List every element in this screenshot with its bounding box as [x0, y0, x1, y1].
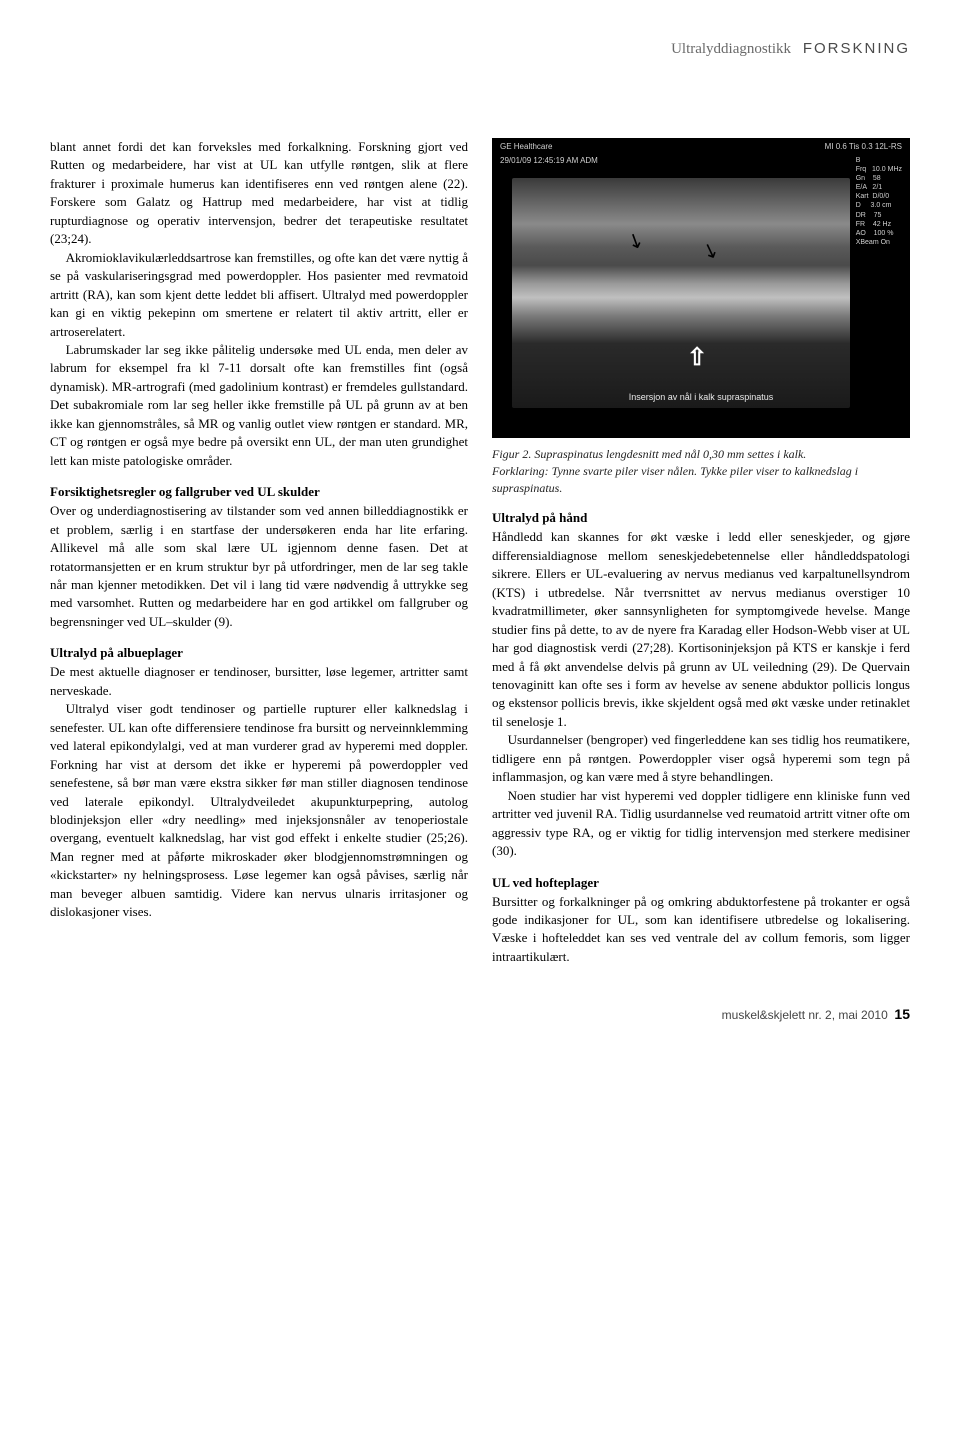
device-label: GE Healthcare — [500, 142, 552, 151]
figure-caption-lead: Figur 2. Supraspinatus lengdesnitt med n… — [492, 447, 806, 461]
page-container: Ultralyddiagnostikk FORSKNING blant anne… — [0, 0, 960, 1052]
right-column: GE Healthcare MI 0.6 Tis 0.3 12L-RS 29/0… — [492, 138, 910, 966]
body-paragraph: Noen studier har vist hyperemi ved doppl… — [492, 787, 910, 861]
subheading: UL ved hofteplager — [492, 875, 910, 891]
figure-caption-body: Forklaring: Tynne svarte piler viser nål… — [492, 464, 858, 495]
subheading: Forsiktighetsregler og fallgruber ved UL… — [50, 484, 468, 500]
ultrasound-caption-inline: Insersjon av nål i kalk supraspinatus — [629, 392, 774, 402]
datetime-label: 29/01/09 12:45:19 AM ADM — [500, 156, 598, 165]
subheading: Ultralyd på hånd — [492, 510, 910, 526]
mode-label: MI 0.6 Tis 0.3 12L-RS — [825, 142, 902, 151]
subheading: Ultralyd på albueplager — [50, 645, 468, 661]
scan-parameters: B Frq 10.0 MHz Gn 58 E/A 2/1 Kart D/0/0 … — [856, 156, 902, 247]
figure-caption: Figur 2. Supraspinatus lengdesnitt med n… — [492, 446, 910, 496]
ultrasound-scan-area — [512, 178, 850, 408]
body-paragraph: Labrumskader lar seg ikke pålitelig unde… — [50, 341, 468, 470]
body-paragraph: Usurdannelser (bengroper) ved fingerledd… — [492, 731, 910, 786]
body-paragraph: De mest aktuelle diagnoser er tendinoser… — [50, 663, 468, 700]
ultrasound-image: GE Healthcare MI 0.6 Tis 0.3 12L-RS 29/0… — [492, 138, 910, 438]
two-column-layout: blant annet fordi det kan forveksles med… — [50, 138, 910, 966]
ultrasound-topbar: GE Healthcare MI 0.6 Tis 0.3 12L-RS — [492, 138, 910, 155]
body-paragraph: Over og underdiagnostisering av tilstand… — [50, 502, 468, 631]
body-paragraph: Akromioklavikulærleddsartrose kan fremst… — [50, 249, 468, 341]
body-paragraph: Ultralyd viser godt tendinoser og partie… — [50, 700, 468, 921]
header-topic: Ultralyddiagnostikk — [671, 41, 791, 57]
page-footer: muskel&skjelett nr. 2, mai 2010 15 — [50, 1006, 910, 1022]
calcification-arrow-icon: ⇧ — [687, 343, 707, 372]
running-header: Ultralyddiagnostikk FORSKNING — [50, 40, 910, 58]
page-number: 15 — [894, 1006, 910, 1022]
figure-2: GE Healthcare MI 0.6 Tis 0.3 12L-RS 29/0… — [492, 138, 910, 496]
body-paragraph: Bursitter og forkalkninger på og omkring… — [492, 893, 910, 967]
left-column: blant annet fordi det kan forveksles med… — [50, 138, 468, 966]
journal-info: muskel&skjelett nr. 2, mai 2010 — [722, 1008, 888, 1022]
body-paragraph: Håndledd kan skannes for økt væske i led… — [492, 528, 910, 731]
header-section: FORSKNING — [803, 40, 910, 57]
body-paragraph: blant annet fordi det kan forveksles med… — [50, 138, 468, 249]
